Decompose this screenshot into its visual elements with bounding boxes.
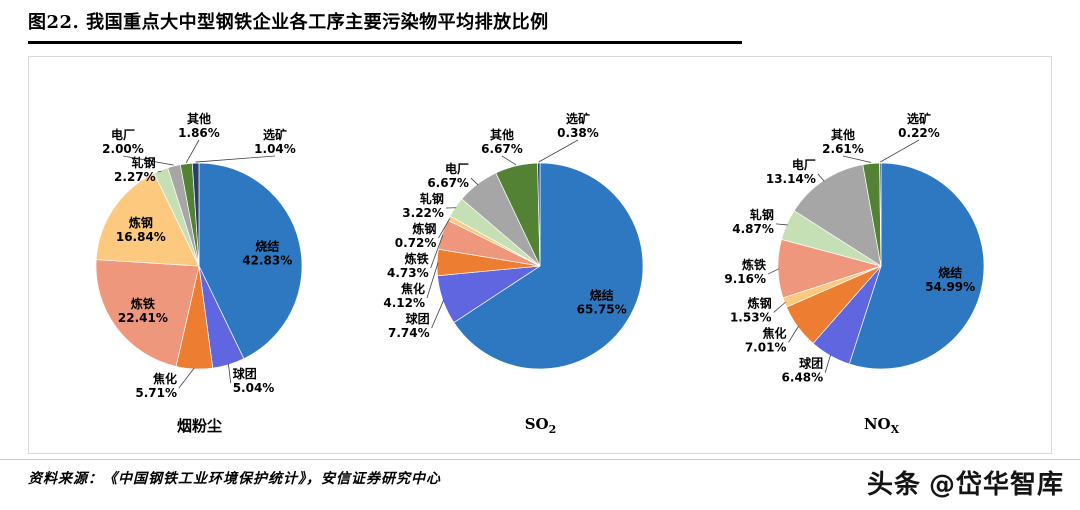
- figure-title: 图22. 我国重点大中型钢铁企业各工序主要污染物平均排放比例: [28, 12, 549, 33]
- slice-label-其他: 其他 6.67%: [481, 127, 523, 156]
- slice-label-炼钢: 炼钢 1.53%: [730, 295, 772, 324]
- caption-subscript: 2: [548, 423, 557, 436]
- leader-line: [470, 177, 479, 186]
- chart-nox: 烧结 54.99% 其他 2.61% 选矿 0.22% 电厂 13.14% 轧钢 4.87% 炼铁 9…: [711, 61, 1052, 453]
- slice-label-球团: 球团 5.04%: [233, 366, 275, 395]
- slice-label-炼钢: 炼钢 16.84%: [116, 215, 166, 244]
- pie-chart-so2: 烧结 65.75% 其他 6.67% 选矿 0.38% 电厂 6.67%轧钢 3.22%炼钢 0.…: [383, 111, 644, 370]
- caption-text: 烟粉尘: [176, 417, 222, 435]
- slice-label-焦化: 焦化 4.12%: [383, 281, 425, 310]
- slice-label-其他: 其他 2.61%: [822, 127, 864, 156]
- slice-label-焦化: 焦化 7.01%: [745, 325, 787, 354]
- chart-caption-smoke-dust: 烟粉尘: [177, 415, 222, 438]
- title-underline: [28, 41, 742, 44]
- slice-label-选矿: 选矿 1.04%: [254, 127, 296, 156]
- leader-line: [501, 155, 517, 166]
- chart-caption-so2: SO2: [525, 415, 557, 436]
- pie-chart-smoke-dust: 烧结 42.83% 炼铁 22.41% 炼钢 16.84% 电厂 2.00% 其他 1.86% 选矿…: [95, 111, 303, 400]
- leader-line: [185, 139, 200, 163]
- slice-label-电厂: 电厂 13.14%: [766, 157, 816, 186]
- leader-line: [178, 367, 195, 389]
- pie-slice-选矿: [879, 162, 882, 267]
- caption-subscript: X: [890, 423, 900, 436]
- leader-line: [122, 155, 174, 166]
- slice-label-电厂: 电厂 2.00%: [102, 127, 144, 156]
- slice-label-烧结: 烧结 65.75%: [577, 287, 627, 316]
- chart-caption-nox: NOX: [864, 415, 899, 436]
- leader-line: [538, 139, 579, 163]
- leader-line: [775, 223, 788, 226]
- leader-line: [842, 155, 872, 163]
- pie-slice-烧结: [198, 162, 303, 360]
- slice-label-轧钢: 轧钢 2.27%: [114, 155, 156, 184]
- slice-label-炼铁: 炼铁 22.41%: [118, 296, 168, 325]
- slice-label-炼铁: 炼铁 9.16%: [724, 257, 766, 286]
- chart-so2: 烧结 65.75% 其他 6.67% 选矿 0.38% 电厂 6.67% 轧钢 3.22% 炼钢 0.…: [370, 61, 711, 453]
- pie-slice-选矿: [537, 162, 541, 267]
- leader-line: [788, 325, 799, 343]
- leader-line: [817, 173, 825, 182]
- charts-panel: 烧结 42.83% 炼铁 22.41% 炼钢 16.84% 电厂 2.00% 其他 1.86% 选矿…: [28, 56, 1052, 454]
- watermark: 头条 @岱华智库: [867, 464, 1064, 501]
- pie-slice-炼钢: [95, 172, 200, 267]
- slice-label-焦化: 焦化 5.71%: [135, 371, 177, 400]
- slice-label-其他: 其他 1.86%: [178, 111, 220, 140]
- slice-label-选矿: 选矿 0.38%: [557, 111, 599, 140]
- slice-label-轧钢: 轧钢 4.87%: [732, 207, 774, 236]
- caption-text: NO: [863, 415, 891, 433]
- leader-line: [426, 262, 439, 299]
- slice-label-电厂: 电厂 6.67%: [427, 161, 469, 190]
- leader-line: [880, 139, 920, 163]
- footer-divider: [0, 459, 1080, 460]
- leader-line: [438, 218, 451, 239]
- slice-label-选矿: 选矿 0.22%: [898, 111, 940, 140]
- leader-line: [227, 363, 232, 384]
- pie-slice-炼铁: [95, 259, 200, 367]
- slice-label-球团: 球团 7.74%: [388, 311, 430, 340]
- slice-label-炼钢: 炼钢 0.72%: [395, 221, 437, 250]
- pie-slice-烧结: [848, 162, 985, 370]
- slice-label-轧钢: 轧钢 3.22%: [402, 191, 444, 220]
- leader-line: [431, 299, 445, 329]
- leader-line: [824, 354, 831, 373]
- pie-slice-选矿: [191, 162, 200, 267]
- pie-slice-烧结: [453, 162, 644, 370]
- leader-line: [157, 170, 162, 173]
- leader-line: [195, 155, 276, 163]
- toutiao-logo: 头条: [866, 470, 921, 500]
- leader-line: [773, 301, 786, 313]
- slice-label-炼铁: 炼铁 4.73%: [387, 251, 429, 280]
- slice-label-烧结: 烧结 54.99%: [925, 265, 975, 294]
- slice-label-烧结: 烧结 42.83%: [242, 238, 292, 267]
- leader-line: [767, 268, 780, 275]
- caption-text: SO: [524, 415, 549, 433]
- pie-chart-nox: 烧结 54.99% 其他 2.61% 选矿 0.22% 电厂 13.14% 轧钢 4.87% 炼铁 9…: [724, 111, 985, 385]
- source-note: 资料来源：《中国钢铁工业环境保护统计》，安信证券研究中心: [28, 471, 441, 487]
- leader-line: [430, 234, 444, 269]
- slice-label-球团: 球团 6.48%: [782, 356, 824, 385]
- chart-smoke-dust: 烧结 42.83% 炼铁 22.41% 炼钢 16.84% 电厂 2.00% 其他 1.86% 选矿…: [29, 61, 370, 453]
- watermark-handle: @岱华智库: [928, 470, 1064, 500]
